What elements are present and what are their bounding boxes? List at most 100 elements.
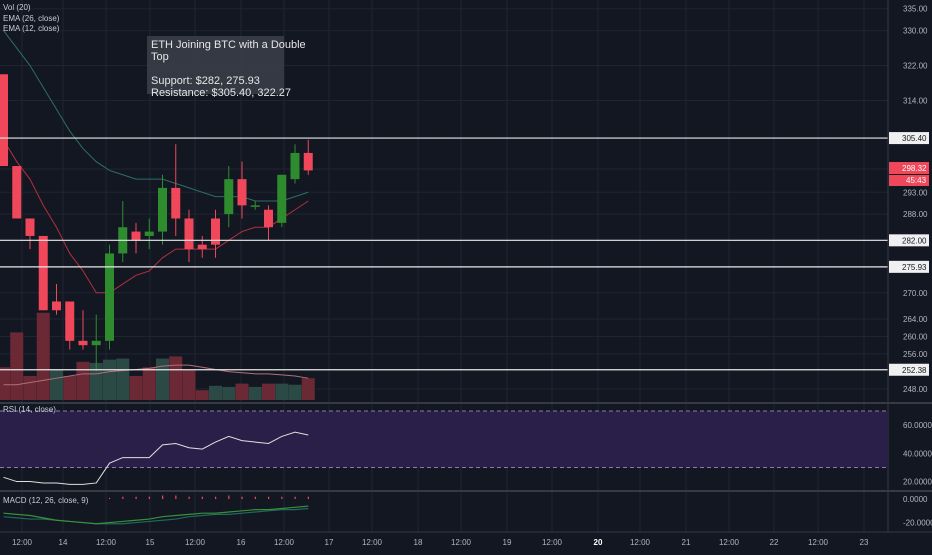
rsi-tick-label: 40.0000 [903,449,932,458]
time-tick-label: 12:00 [362,538,383,547]
volume-bar [169,356,183,400]
price-tick-label: 264.00 [903,315,928,324]
time-tick-label: 12:00 [12,538,33,547]
rsi-line [3,431,309,485]
time-tick-label: 12:00 [719,538,740,547]
volume-bar [209,385,222,400]
candle-body [250,205,260,207]
volume-indicator-label[interactable]: Vol (20) [3,3,31,12]
time-tick-label: 12:00 [96,538,117,547]
volume-bar [195,390,209,400]
price-tick-label: 256.00 [903,350,928,359]
volume-bar [235,383,249,400]
time-tick-label: 16 [237,538,246,547]
volume-bar [262,383,275,400]
macd-histogram-bar [228,495,230,500]
time-tick-label: 23 [860,538,869,547]
rsi-tick-label: 20.0000 [903,478,932,487]
macd-histogram-bar [162,495,164,500]
price-tick-label: 248.00 [903,385,928,394]
time-tick-label: 19 [503,538,512,547]
time-tick-label: 20 [594,538,603,547]
macd-histogram-bar [175,495,177,500]
macd-tick-label: 0.0000 [903,495,928,504]
macd-line [3,505,309,525]
time-tick-label: 12:00 [542,538,563,547]
rsi-tick-label: 60.0000 [903,421,932,430]
volume-bar [222,386,236,400]
time-tick-label: 12:00 [451,538,472,547]
price-level-tag-bg [889,363,929,376]
volume-bar [142,367,156,400]
last-price-tag: 298.32 [902,164,927,173]
candle-body [105,253,114,341]
price-level-tag-bg [889,260,929,273]
candle-body [12,166,22,219]
candle-body [197,244,207,250]
macd-histogram-bar [201,496,203,500]
volume-bar [116,358,130,400]
price-tick-label: 293.00 [903,188,928,197]
time-tick-label: 12:00 [274,538,295,547]
price-tick-label: 330.00 [903,27,928,36]
macd-histogram-bar [109,497,111,500]
macd-histogram-bar [188,496,190,500]
price-level-tag-bg [889,132,929,145]
candle-body [264,209,273,228]
chart-annotation-note[interactable]: ETH Joining BTC with a Double Top Suppor… [147,36,306,99]
volume-bar [301,378,315,400]
countdown-tag: 45:43 [906,176,927,185]
macd-histogram-bar [215,496,217,500]
ema12-line [3,139,309,294]
time-tick-label: 17 [325,538,334,547]
volume-ma-line [3,364,309,386]
price-tick-label: 335.00 [903,5,928,14]
candle-body [277,174,287,223]
price-level-tag: 282.00 [902,236,927,245]
candle-body [65,301,75,341]
candle-body [237,179,247,206]
candle-body [184,218,194,250]
candle-body [91,340,101,346]
annotation-title-line2: Top [151,51,169,63]
volume-bar [63,376,77,400]
price-tick-label: 260.00 [903,332,928,341]
candle-body [25,218,35,236]
volume-bar [36,312,50,400]
time-tick-label: 21 [682,538,691,547]
annotation-support: Support: $282, 275.93 [151,75,260,87]
price-tick-label: 314.00 [903,97,928,106]
macd-histogram-bar [148,496,150,500]
macd-histogram-bar [307,496,309,500]
price-level-tag-bg [889,234,929,247]
rsi-indicator-label[interactable]: RSI (14, close) [3,405,56,414]
macd-histogram-bar [135,496,137,500]
time-tick-label: 12:00 [185,538,206,547]
volume-bar [0,367,10,400]
candle-body [158,187,167,232]
volume-bar [248,386,262,400]
candle-body [144,231,154,236]
macd-histogram-bar [281,496,283,500]
time-tick-label: 12:00 [630,538,651,547]
price-tick-label: 270.00 [903,289,928,298]
annotation-title-line1: ETH Joining BTC with a Double [151,39,306,51]
volume-bar [103,359,116,400]
macd-histogram-bar [268,496,270,500]
volume-bar [288,384,302,400]
volume-bar [129,376,143,400]
candle-body [52,301,61,311]
macd-histogram-bar [241,496,243,500]
price-level-tag: 252.38 [902,366,927,375]
ema12-indicator-label[interactable]: EMA (12, close) [3,24,60,33]
last-price-tag-bg [889,162,929,175]
candle-body [211,218,220,245]
countdown-tag-bg [889,175,929,187]
volume-bar [156,358,169,400]
candle-body [131,231,141,241]
volume-bar [76,361,90,400]
macd-indicator-label[interactable]: MACD (12, 26, close, 9) [3,496,89,505]
ema26-indicator-label[interactable]: EMA (26, close) [3,14,60,23]
